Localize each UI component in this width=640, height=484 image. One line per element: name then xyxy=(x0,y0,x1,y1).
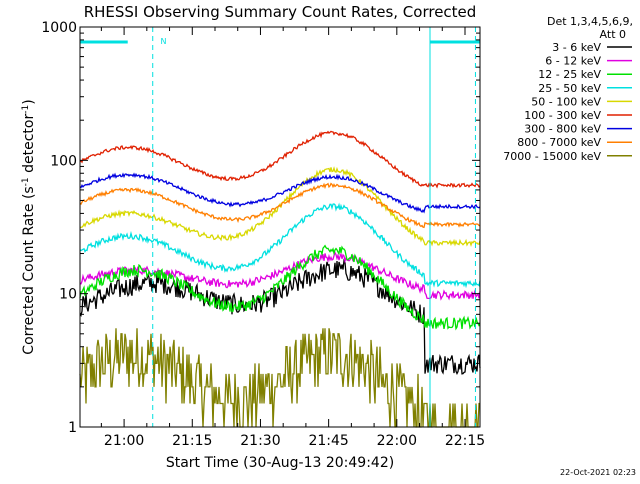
legend-label-5: 50 - 100 keV xyxy=(531,95,601,108)
plot-frame xyxy=(79,26,481,428)
night-markers: N xyxy=(79,27,480,427)
y-axis-label-sup1: -1 xyxy=(21,177,31,186)
legend-label-3: 12 - 25 keV xyxy=(538,68,601,81)
x-tick-label: 21:30 xyxy=(240,433,280,449)
y-tick-label: 10 xyxy=(59,287,77,303)
x-tick-label: 21:45 xyxy=(308,433,348,449)
y-axis-label-main: Corrected Count Rate (s xyxy=(21,186,37,354)
y-tick-label: 1000 xyxy=(41,20,77,36)
series-line-1 xyxy=(79,258,481,375)
y-axis-label-mid: detector xyxy=(21,114,37,178)
generation-timestamp: 22-Oct-2021 02:23 xyxy=(560,468,636,477)
y-tick-label: 100 xyxy=(50,153,77,169)
x-tick-label: 21:15 xyxy=(172,433,212,449)
series-line-9 xyxy=(79,328,480,428)
series-line-6 xyxy=(79,130,481,189)
series-line-5 xyxy=(79,166,481,248)
series-line-3 xyxy=(79,244,481,331)
y-axis-label: Corrected Count Rate (s-1 detector-1) xyxy=(21,99,37,354)
series-line-7 xyxy=(79,172,481,214)
y-axis-label-end: ) xyxy=(21,99,37,104)
x-axis-ticks: 21:00 21:15 21:30 21:45 22:00 22:15 xyxy=(100,27,485,449)
legend-label-7: 300 - 800 keV xyxy=(524,123,601,136)
legend-label-8: 800 - 7000 keV xyxy=(517,136,601,149)
chart-title: RHESSI Observing Summary Count Rates, Co… xyxy=(84,3,477,21)
legend-header-line2: Att 0 xyxy=(600,28,626,41)
legend-label-1: 3 - 6 keV xyxy=(552,41,601,54)
legend-label-6: 100 - 300 keV xyxy=(524,109,601,122)
series-curves xyxy=(79,130,481,428)
x-tick-label: 21:00 xyxy=(104,433,144,449)
legend-label-4: 25 - 50 keV xyxy=(538,82,601,95)
x-tick-label: 22:15 xyxy=(445,433,485,449)
y-tick-label: 1 xyxy=(68,420,77,436)
legend-label-2: 6 - 12 keV xyxy=(545,55,601,68)
x-tick-label: 22:00 xyxy=(377,433,417,449)
x-axis-label: Start Time (30-Aug-13 20:49:42) xyxy=(166,455,394,471)
saa-label: N xyxy=(160,37,166,46)
y-axis-ticks: 1 10 100 1000 xyxy=(41,20,480,436)
series-line-2 xyxy=(79,251,481,301)
y-axis-label-sup2: -1 xyxy=(21,105,31,114)
series-line-8 xyxy=(79,182,481,229)
legend-label-9: 7000 - 15000 keV xyxy=(503,150,601,163)
legend-header-line1: Det 1,3,4,5,6,9, xyxy=(547,15,633,28)
series-line-4 xyxy=(79,202,481,289)
